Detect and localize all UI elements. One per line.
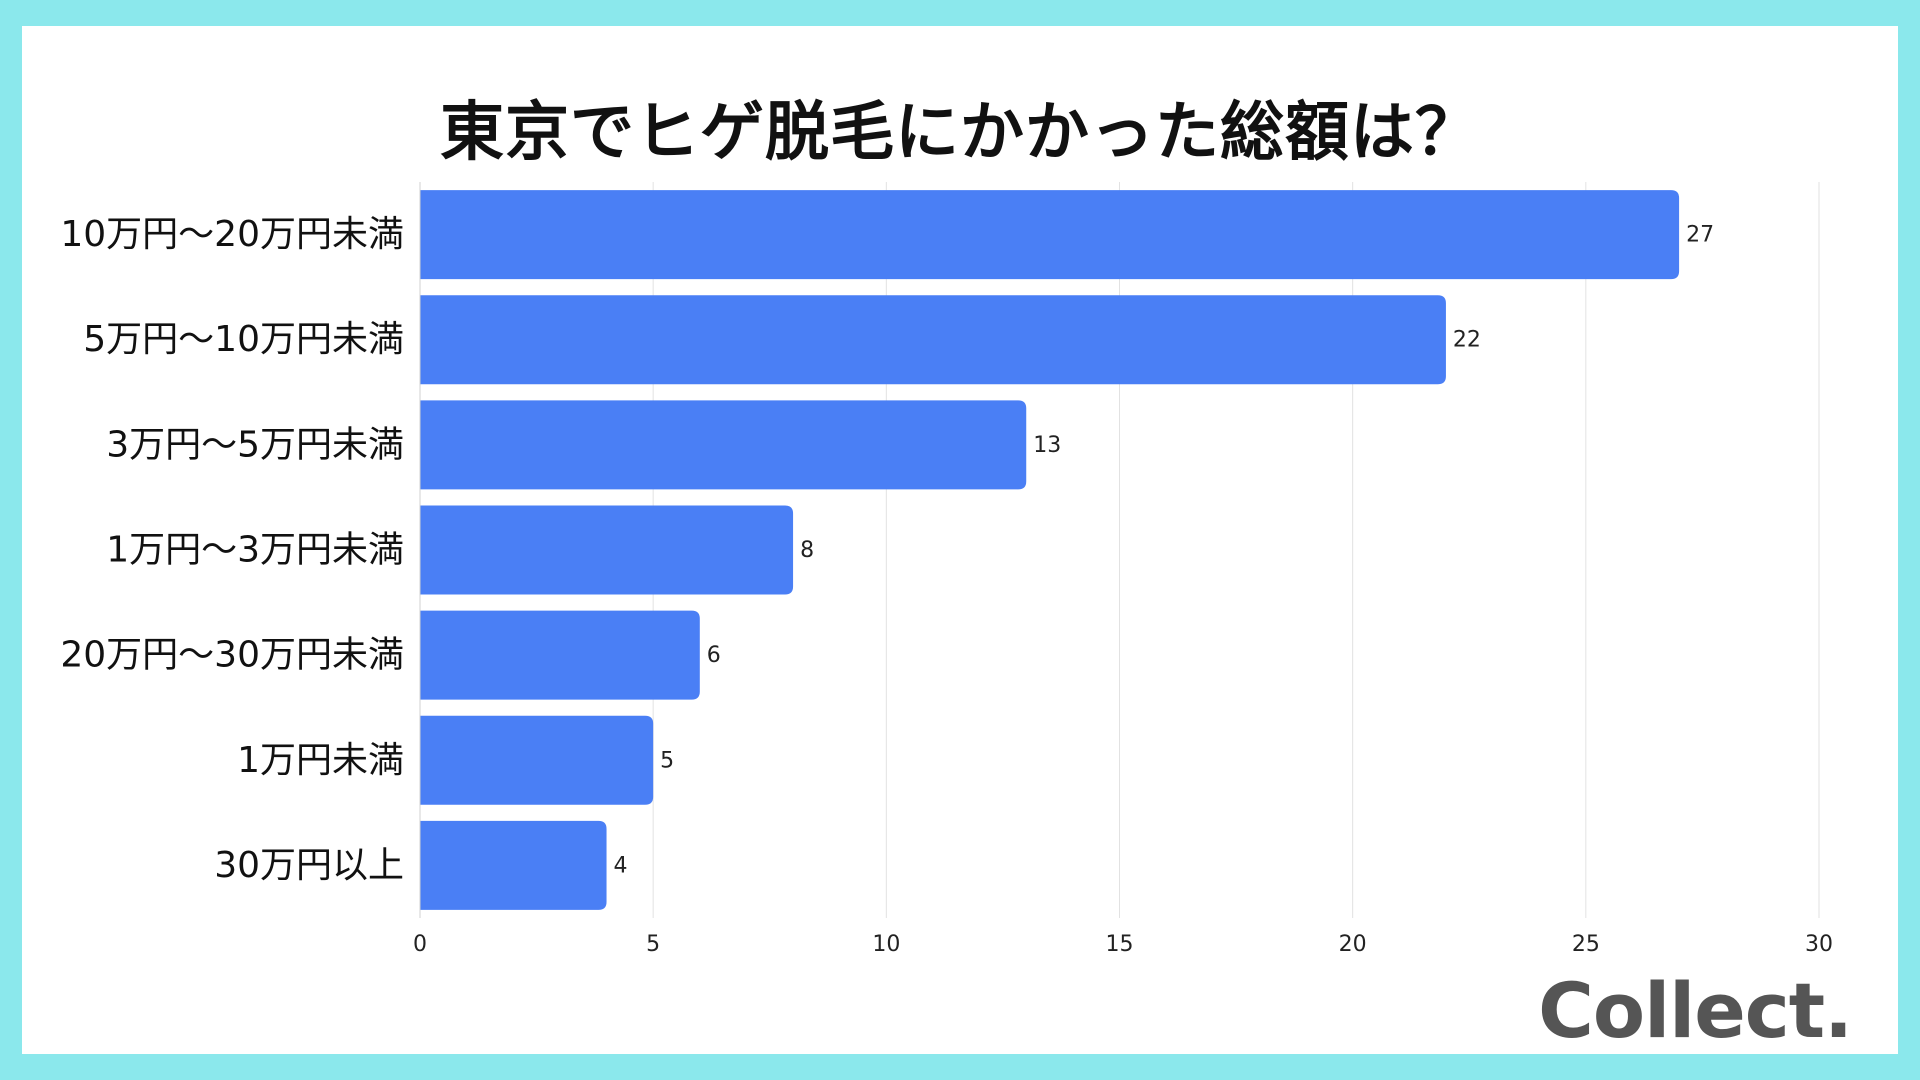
category-label: 30万円以上 — [214, 845, 404, 886]
bar — [420, 820, 607, 910]
x-tick-label: 20 — [1339, 932, 1367, 957]
bar — [420, 610, 700, 700]
category-label: 1万円未満 — [237, 740, 404, 781]
category-label: 3万円〜5万円未満 — [106, 424, 404, 465]
category-label: 1万円〜3万円未満 — [106, 530, 404, 571]
x-tick-label: 5 — [646, 932, 660, 957]
category-label: 10万円〜20万円未満 — [60, 214, 404, 255]
data-label: 13 — [1033, 433, 1061, 458]
x-tick-label: 30 — [1805, 932, 1833, 957]
category-label: 20万円〜30万円未満 — [60, 635, 404, 676]
data-label: 27 — [1686, 223, 1714, 248]
x-tick-label: 15 — [1106, 932, 1134, 957]
collect-logo: Collect. — [1538, 966, 1853, 1055]
bar — [420, 505, 794, 595]
bar-chart: 10万円〜20万円未満 27 5万円〜10万円未満 22 3万円〜5万円未満 13 1万円〜… — [60, 182, 1833, 957]
x-tick-label: 25 — [1572, 932, 1600, 957]
chart-card: 東京でヒゲ脱毛にかかった総額は？ 10万円〜20万円未満 27 5万円〜10万円未満… — [22, 26, 1898, 1055]
bar — [420, 190, 1680, 280]
x-tick-label: 10 — [872, 932, 900, 957]
data-label: 5 — [660, 748, 674, 773]
bar — [420, 400, 1027, 490]
x-tick-label: 0 — [413, 932, 427, 957]
chart-title: 東京でヒゲ脱毛にかかった総額は？ — [440, 96, 1480, 170]
bar — [420, 715, 654, 805]
bar — [420, 295, 1446, 385]
data-label: 22 — [1453, 328, 1481, 353]
data-label: 4 — [614, 853, 628, 878]
category-label: 5万円〜10万円未満 — [83, 319, 404, 360]
data-label: 8 — [800, 538, 814, 563]
data-label: 6 — [707, 643, 721, 668]
